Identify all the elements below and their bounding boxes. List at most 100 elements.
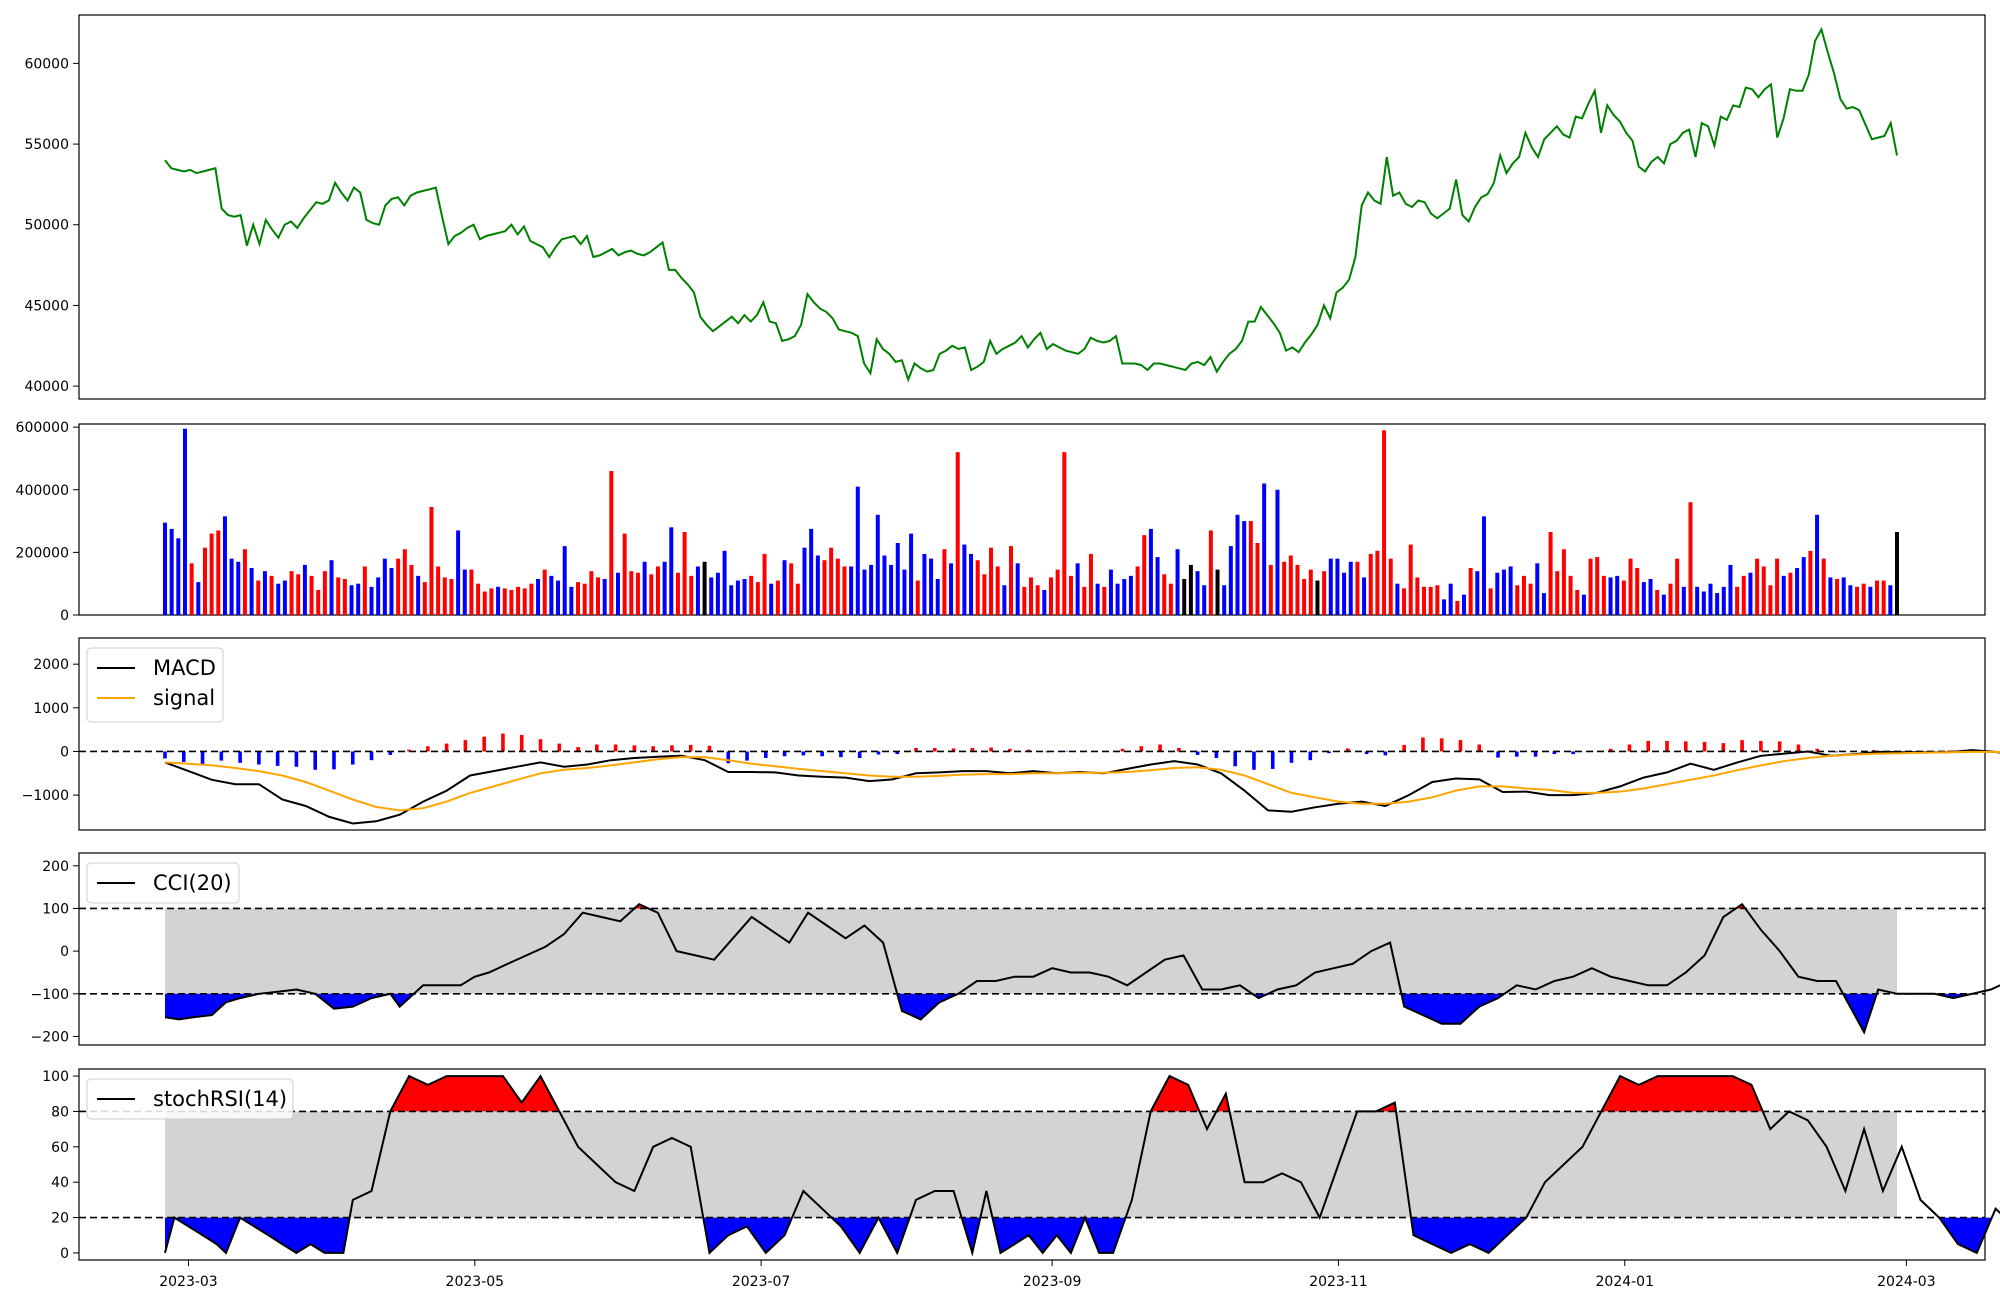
macd-histogram-bar <box>1402 745 1406 752</box>
volume-bar <box>836 559 840 615</box>
overbought-fill <box>1601 1076 1763 1111</box>
volume-bar <box>1289 556 1293 615</box>
volume-bar <box>1002 585 1006 615</box>
volume-bar <box>1162 574 1166 615</box>
volume-bar <box>623 534 627 615</box>
volume-bar <box>1802 557 1806 615</box>
macd-histogram-bar <box>1308 751 1312 760</box>
volume-bar <box>876 515 880 615</box>
macd-histogram-bar <box>1252 751 1256 769</box>
volume-bar <box>1715 593 1719 615</box>
volume-bar <box>1009 546 1013 615</box>
volume-bar <box>1602 576 1606 615</box>
volume-bar <box>1209 530 1213 615</box>
volume-bar <box>896 543 900 615</box>
volume-bar <box>1169 584 1173 615</box>
volume-bar <box>563 546 567 615</box>
y-tick-label: 45000 <box>24 298 69 314</box>
volume-bar <box>1049 577 1053 615</box>
volume-bar <box>1589 559 1593 615</box>
volume-bar <box>383 559 387 615</box>
volume-bar <box>1335 559 1339 615</box>
y-tick-label: 60000 <box>24 56 69 72</box>
macd-histogram-bar <box>1271 751 1275 768</box>
volume-bar <box>1702 592 1706 615</box>
volume-bar <box>1449 584 1453 615</box>
macd-histogram-bar <box>1421 737 1425 751</box>
volume-bar <box>1815 515 1819 615</box>
volume-bar <box>1848 585 1852 615</box>
macd-histogram-bar <box>1233 751 1237 766</box>
volume-bar <box>1442 599 1446 615</box>
volume-bar <box>689 576 693 615</box>
volume-bar <box>1828 577 1832 615</box>
volume-bar <box>849 566 853 615</box>
volume-bar <box>549 576 553 615</box>
volume-bar <box>783 560 787 615</box>
volume-bar <box>190 563 194 615</box>
macd-histogram-bar <box>1778 741 1782 751</box>
volume-bar <box>1062 452 1066 615</box>
volume-bar <box>629 571 633 615</box>
volume-bar <box>1249 521 1253 615</box>
volume-bar <box>769 584 773 615</box>
volume-bar <box>1269 565 1273 615</box>
volume-bar <box>183 429 187 615</box>
volume-bar <box>1189 565 1193 615</box>
volume-bar <box>1742 576 1746 615</box>
volume-bar <box>1529 584 1533 615</box>
volume-bar <box>1089 554 1093 615</box>
volume-bar <box>842 566 846 615</box>
volume-bar <box>303 565 307 615</box>
macd-histogram-bar <box>351 751 355 764</box>
volume-bar <box>443 577 447 615</box>
volume-bar <box>1102 587 1106 615</box>
volume-bar <box>1129 576 1133 615</box>
volume-bar <box>862 570 866 615</box>
macd-histogram-bar <box>501 734 505 752</box>
legend-label: MACD <box>153 656 216 680</box>
volume-bar <box>729 585 733 615</box>
volume-bar <box>1475 571 1479 615</box>
volume-bar <box>1895 532 1899 615</box>
volume-bar <box>389 568 393 615</box>
volume-bar <box>1409 545 1413 615</box>
volume-bar <box>803 548 807 615</box>
volume-bar <box>822 560 826 615</box>
volume-bar <box>569 587 573 615</box>
volume-bar <box>763 554 767 615</box>
volume-bar <box>296 574 300 615</box>
volume-bar <box>1629 559 1633 615</box>
volume-bar <box>663 562 667 615</box>
volume-bar <box>409 565 413 615</box>
volume-bar <box>1435 585 1439 615</box>
macd-histogram-bar <box>933 748 937 751</box>
volume-bar <box>643 562 647 615</box>
volume-bar <box>1029 577 1033 615</box>
volume-bar <box>270 576 274 615</box>
volume-bar <box>1562 549 1566 615</box>
volume-bar <box>676 573 680 615</box>
volume-bar <box>316 590 320 615</box>
volume-bar <box>1595 557 1599 615</box>
volume-bar <box>1882 581 1886 615</box>
y-tick-label: 100 <box>42 1069 69 1085</box>
volume-bar <box>370 587 374 615</box>
volume-bar <box>1116 584 1120 615</box>
volume-bar <box>716 573 720 615</box>
macd-histogram-bar <box>1571 751 1575 754</box>
volume-bar <box>1609 577 1613 615</box>
volume-bar <box>723 551 727 615</box>
macd-histogram-bar <box>464 740 468 751</box>
volume-bar <box>489 588 493 615</box>
volume-bar <box>1395 584 1399 615</box>
macd-histogram-bar <box>745 751 749 760</box>
macd-histogram-bar <box>1158 744 1162 751</box>
volume-bar <box>429 507 433 615</box>
volume-bar <box>976 560 980 615</box>
y-tick-label: −100 <box>31 987 69 1003</box>
volume-bar <box>1669 584 1673 615</box>
volume-bar <box>1795 568 1799 615</box>
volume-bar <box>1082 587 1086 615</box>
volume-bar <box>1649 579 1653 615</box>
